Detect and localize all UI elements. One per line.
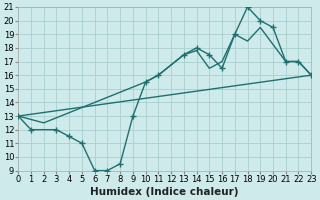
X-axis label: Humidex (Indice chaleur): Humidex (Indice chaleur) — [91, 187, 239, 197]
